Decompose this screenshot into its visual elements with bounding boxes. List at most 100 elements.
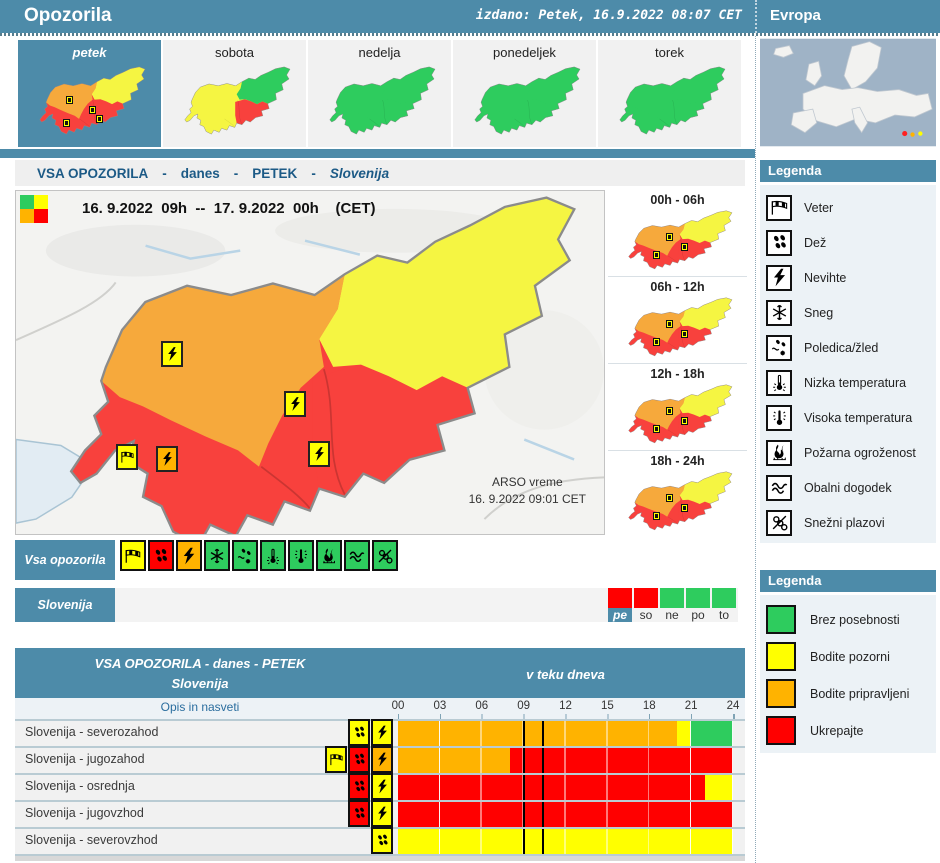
rain-warning-box[interactable] — [148, 540, 174, 571]
day-severity-swatch — [712, 588, 736, 608]
row-warning-icons — [348, 800, 393, 827]
tab-ponedeljek[interactable]: ponedeljek — [453, 40, 596, 147]
day-severity-swatch — [634, 588, 658, 608]
tab-petek[interactable]: petek — [18, 40, 161, 147]
mini-warning-icon — [66, 95, 74, 104]
high-temp-warning-box[interactable] — [288, 540, 314, 571]
map-credit-time: 16. 9.2022 09:01 CET — [468, 492, 586, 506]
header-divider — [755, 0, 757, 33]
timeline-gridlines — [398, 802, 733, 827]
time-tick: 00 — [391, 700, 405, 712]
slovenia-minimap — [621, 384, 733, 448]
avalanche-warning-box[interactable] — [372, 540, 398, 571]
table-row-osrednja: Slovenija - osrednja — [15, 773, 745, 800]
day-label: to — [718, 608, 729, 622]
severity-swatch-red — [34, 209, 48, 223]
legend-colors-panel: Brez posebnosti Bodite pozorni Bodite pr… — [760, 595, 936, 753]
tab-label: ponedeljek — [493, 45, 556, 60]
timeline-gridlines — [398, 721, 733, 746]
time-tick: 15 — [600, 700, 614, 712]
tab-nedelja[interactable]: nedelja — [308, 40, 451, 147]
time-scale: 00 03 06 09 12 15 18 21 24 — [392, 698, 739, 719]
current-time-marker — [522, 802, 525, 827]
description-header[interactable]: Opis in nasveti — [160, 700, 240, 714]
storm-icon — [371, 746, 393, 773]
ice-icon — [766, 334, 792, 361]
table-footer-strip — [15, 854, 745, 861]
main-column: petek sobota nedelja ponedeljek — [0, 36, 755, 863]
title-part: PETEK — [252, 165, 298, 181]
legend-color-yellow: Bodite pozorni — [766, 638, 936, 675]
mini-warning-icon — [95, 114, 103, 123]
storm-icon — [371, 800, 393, 827]
storm-warning-box[interactable] — [176, 540, 202, 571]
legend-icons-panel: Veter Dež Nevihte Sneg Poledica/žled Niz… — [760, 185, 936, 543]
time-tick: 06 — [475, 700, 489, 712]
storm-icon — [766, 264, 792, 291]
coast-warning-box[interactable] — [344, 540, 370, 571]
europe-warning-dot-yellow — [918, 131, 923, 136]
yellow-swatch — [766, 642, 796, 671]
time-panel-label: 12h - 18h — [650, 367, 705, 381]
low-temp-warning-box[interactable] — [260, 540, 286, 571]
region-label: Slovenija - osrednja — [25, 779, 135, 793]
day-to[interactable]: to — [711, 588, 737, 622]
slovenia-row: Slovenija pe so ne po to — [15, 588, 738, 622]
legend-label: Visoka temperatura — [804, 410, 913, 425]
current-time-marker — [542, 748, 545, 773]
sidebar: Legenda Veter Dež Nevihte Sneg Poledica/… — [755, 36, 940, 863]
day-label: pe — [608, 608, 632, 622]
tab-sobota[interactable]: sobota — [163, 40, 306, 147]
legend-item-obalni: Obalni dogodek — [766, 470, 936, 505]
row-timeline — [398, 802, 733, 827]
timeline-gridlines — [398, 775, 733, 800]
europe-map[interactable] — [760, 38, 936, 147]
row-warning-icons — [348, 773, 393, 800]
legend-colors-header: Legenda — [760, 570, 936, 592]
ice-warning-box[interactable] — [232, 540, 258, 571]
time-tick: 09 — [517, 700, 531, 712]
legend-item-poledica: Poledica/žled — [766, 330, 936, 365]
time-tick: 18 — [642, 700, 656, 712]
day-ne[interactable]: ne — [659, 588, 685, 622]
day-severity-strip: pe so ne po to — [607, 588, 737, 622]
warnings-title-bar: VSA OPOZORILA - danes - PETEK - Slovenij… — [15, 160, 745, 186]
table-row-severovzhod: Slovenija - severovzhod — [15, 827, 745, 854]
wind-warning-box[interactable] — [120, 540, 146, 571]
row-timeline — [398, 748, 733, 773]
warning-type-strip — [120, 540, 398, 571]
orange-swatch — [766, 679, 796, 708]
day-po[interactable]: po — [685, 588, 711, 622]
legend-label: Nizka temperatura — [804, 375, 907, 390]
warning-map: 16. 9.2022 09h -- 17. 9.2022 00h (CET) A… — [15, 190, 605, 535]
wind-icon — [116, 444, 138, 470]
storm-icon — [371, 719, 393, 746]
legend-item-nizka-temp: Nizka temperatura — [766, 365, 936, 400]
slovenia-minimap — [467, 66, 581, 140]
section-separator — [0, 149, 755, 158]
day-so[interactable]: so — [633, 588, 659, 622]
legend-item-veter: Veter — [766, 190, 936, 225]
title-part: VSA OPOZORILA — [37, 165, 149, 181]
fire-warning-box[interactable] — [316, 540, 342, 571]
rain-icon — [766, 229, 792, 256]
day-pe[interactable]: pe — [607, 588, 633, 622]
table-row-severozahod: Slovenija - severozahod — [15, 719, 745, 746]
legend-label: Veter — [804, 200, 834, 215]
coast-icon — [766, 474, 792, 501]
mini-warning-icon — [665, 233, 673, 242]
storm-icon — [308, 441, 330, 467]
storm-icon — [284, 391, 306, 417]
legend-item-pozarna: Požarna ogroženost — [766, 435, 936, 470]
red-swatch — [766, 716, 796, 745]
snow-warning-box[interactable] — [204, 540, 230, 571]
slovenia-minimap — [621, 471, 733, 535]
tab-torek[interactable]: torek — [598, 40, 741, 147]
legend-item-dez: Dež — [766, 225, 936, 260]
current-time-marker — [542, 775, 545, 800]
green-swatch — [766, 605, 796, 634]
slovenia-minimap — [322, 66, 436, 140]
slovenia-minimap — [621, 210, 733, 274]
table-subheader: Opis in nasveti 00 03 06 09 12 15 18 21 … — [15, 698, 745, 719]
high-temp-icon — [766, 404, 792, 431]
